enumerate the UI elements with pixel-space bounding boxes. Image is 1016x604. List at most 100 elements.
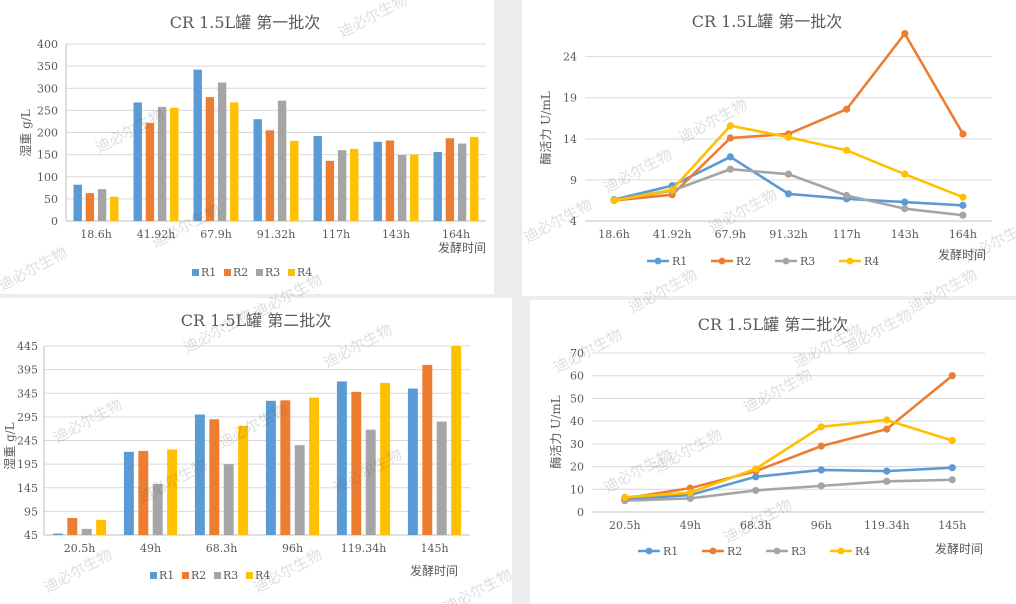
point-r4-4: [843, 146, 851, 154]
y-tick-label: 9: [570, 174, 577, 187]
bar-r1-1: [133, 102, 142, 221]
bar-r2-0: [67, 517, 78, 535]
point-r4-2: [752, 465, 760, 473]
y-tick-label: 200: [37, 127, 58, 140]
bar-r4-4: [380, 382, 391, 535]
bar-r3-0: [97, 189, 107, 221]
chart-batch2-enzyme-activity: CR 1.5L罐 第二批次 0 10 20 30 40 50 60 70 20.5h 49h 68.3…: [548, 315, 985, 558]
y-axis-label: 酶活力 U/mL: [548, 395, 563, 468]
y-tick-label: 345: [17, 387, 38, 400]
bar-r3-3: [277, 100, 287, 221]
x-tick-label: 49h: [680, 519, 701, 532]
bar-r3-1: [152, 483, 163, 535]
bar-r1-0: [52, 533, 63, 535]
legend-swatch-r4: [246, 572, 253, 579]
bar-r4-5: [410, 154, 419, 221]
point-r2-4: [883, 425, 891, 433]
bar-r1-5: [373, 141, 382, 221]
chart-panel-batch2-enzyme: CR 1.5L罐 第二批次 0 10 20 30 40 50 60 70 20.5h 49h 68.3…: [530, 300, 1016, 604]
bar-r2-4: [351, 391, 362, 535]
legend-marker-r1: [654, 257, 662, 265]
bar-r3-1: [157, 106, 167, 221]
point-r3-6: [959, 211, 967, 219]
legend-label: R1: [672, 255, 687, 268]
x-tick-label: 117h: [322, 228, 350, 241]
x-tick-label: 96h: [282, 542, 303, 555]
point-r4-3: [817, 423, 825, 431]
legend-label: R3: [265, 266, 280, 279]
legend-swatch-r1: [150, 572, 157, 579]
y-tick-label: 70: [570, 347, 584, 360]
point-r2-6: [959, 130, 967, 138]
point-r3-5: [948, 476, 956, 484]
point-r2-5: [901, 30, 909, 38]
y-tick-label: 40: [570, 415, 584, 428]
bar-r4-2: [238, 425, 249, 535]
bar-r3-6: [457, 143, 467, 221]
bar-r1-4: [313, 136, 322, 221]
y-tick-label: 195: [17, 458, 38, 471]
y-tick-label: 400: [37, 38, 58, 51]
x-tick-label: 68.3h: [206, 542, 238, 555]
bar-r4-3: [309, 397, 320, 535]
y-tick-label: 350: [37, 60, 58, 73]
x-tick-label: 68.3h: [740, 519, 772, 532]
x-tick-label: 18.6h: [598, 228, 630, 241]
point-r1-2: [752, 473, 760, 481]
bar-r2-3: [265, 130, 275, 221]
bar-r3-4: [365, 429, 376, 535]
legend-label: R1: [663, 545, 678, 558]
point-r4-1: [668, 186, 676, 194]
bar-r2-2: [209, 419, 220, 535]
chart-batch1-enzyme-activity: CR 1.5L罐 第一批次 4 9 14 19 24 18.6h 41.92h 67.9h 91.…: [538, 12, 992, 268]
chart-title: CR 1.5L罐 第一批次: [692, 12, 843, 31]
legend-marker-r4: [837, 547, 845, 555]
legend-marker-r3: [782, 257, 790, 265]
point-r3-1: [686, 494, 694, 502]
point-r1-6: [959, 201, 967, 209]
point-r3-4: [843, 191, 851, 200]
point-r1-5: [901, 198, 909, 206]
chart-batch1-wet-weight: CR 1.5L罐 第一批次 0 50 100 150 200 250 300 350 400 18.…: [18, 13, 486, 279]
point-r3-4: [883, 477, 891, 485]
legend-label: R4: [255, 569, 270, 582]
x-tick-label: 41.92h: [137, 228, 176, 241]
point-r1-3: [784, 190, 793, 198]
chart-panel-batch1-wet-weight: CR 1.5L罐 第一批次 0 50 100 150 200 250 300 350 400 18.…: [0, 0, 494, 294]
x-tick-label: 67.9h: [715, 228, 747, 241]
x-tick-label: 164h: [442, 228, 470, 241]
point-r3-2: [752, 486, 760, 495]
y-tick-label: 50: [570, 392, 584, 405]
bar-r3-0: [81, 528, 92, 535]
x-tick-label: 143h: [891, 228, 919, 241]
y-tick-label: 10: [570, 483, 584, 496]
y-tick-label: 19: [563, 92, 577, 105]
x-tick-label: 91.32h: [769, 228, 808, 241]
y-tick-label: 24: [563, 51, 577, 64]
chart-title: CR 1.5L罐 第二批次: [181, 311, 332, 330]
x-tick-label: 164h: [949, 228, 977, 241]
x-axis-label: 发酵时间: [935, 541, 983, 556]
x-tick-label: 145h: [938, 519, 966, 532]
legend-label: R4: [855, 545, 870, 558]
bar-r2-1: [138, 450, 149, 535]
x-tick-label: 117h: [833, 228, 861, 241]
point-r1-5: [948, 464, 956, 472]
chart-panel-batch1-enzyme: CR 1.5L罐 第一批次 4 9 14 19 24 18.6h 41.92h 67.9h 91.…: [522, 0, 1016, 296]
legend-label: R4: [297, 266, 312, 279]
y-tick-label: 4: [570, 215, 577, 228]
legend-swatch-r1: [192, 269, 199, 276]
legend-label: R1: [159, 569, 174, 582]
x-tick-label: 18.6h: [80, 228, 112, 241]
point-r2-2: [726, 134, 734, 142]
point-r4-3: [784, 133, 793, 141]
y-axis-label: 湿重 g/L: [2, 422, 17, 470]
y-tick-label: 150: [37, 149, 58, 162]
x-tick-label: 41.92h: [653, 228, 692, 241]
point-r2-3: [817, 442, 825, 450]
point-r4-1: [686, 489, 694, 497]
legend-label: R2: [233, 266, 248, 279]
point-r3-5: [901, 205, 909, 213]
point-r3-3: [784, 170, 793, 178]
y-tick-label: 245: [17, 435, 38, 448]
